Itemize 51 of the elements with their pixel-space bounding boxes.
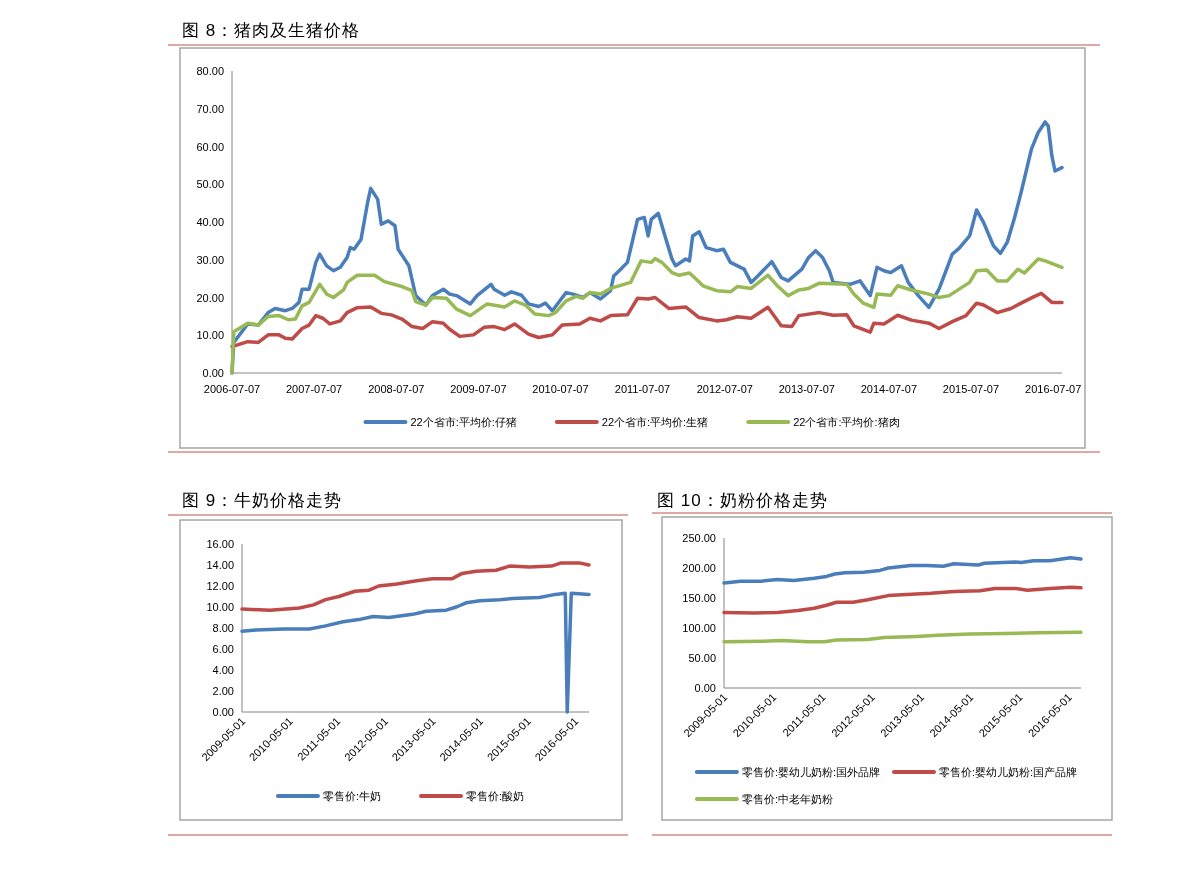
- chart-title: 图 8：猪肉及生猪价格: [182, 21, 361, 40]
- y-tick-label: 50.00: [688, 652, 716, 664]
- y-tick-label: 0.00: [694, 682, 716, 694]
- legend-label: 22个省市:平均价:生猪: [601, 416, 709, 428]
- x-tick-label: 2013-07-07: [778, 383, 835, 395]
- chart-title: 图 10：奶粉价格走势: [657, 491, 828, 510]
- y-tick-label: 70.00: [196, 102, 224, 115]
- y-tick-label: 250.00: [682, 532, 716, 544]
- legend-label: 22个省市:平均价:仔猪: [410, 416, 517, 428]
- y-tick-label: 0.00: [202, 367, 224, 379]
- x-tick-label: 2006-07-07: [203, 383, 261, 395]
- line-series: [722, 585, 1083, 615]
- y-tick-label: 12.00: [206, 580, 234, 592]
- y-tick-label: 200.00: [682, 562, 716, 574]
- line-series: [722, 630, 1083, 644]
- x-tick-label: 2012-07-07: [696, 383, 753, 395]
- legend-label: 零售价:牛奶: [322, 790, 381, 802]
- legend-label: 22个省市:平均价:猪肉: [793, 416, 900, 428]
- y-tick-label: 10.00: [206, 601, 234, 613]
- line-series: [240, 561, 591, 612]
- x-tick-label: 2007-07-07: [285, 383, 343, 395]
- x-tick-label: 2014-07-07: [860, 383, 918, 395]
- x-tick-label: 2016-07-07: [1025, 383, 1082, 395]
- y-tick-label: 80.00: [196, 65, 224, 77]
- y-tick-label: 100.00: [682, 622, 716, 634]
- legend-label: 零售价:婴幼儿奶粉:国产品牌: [939, 766, 1078, 778]
- x-tick-label: 2015-07-07: [942, 383, 1000, 395]
- x-tick-label: 2008-07-07: [368, 383, 425, 395]
- legend-label: 零售价:酸奶: [466, 790, 525, 802]
- legend-label: 零售价:中老年奶粉: [741, 793, 833, 805]
- y-tick-label: 30.00: [196, 253, 224, 266]
- y-tick-label: 60.00: [196, 140, 224, 153]
- y-tick-label: 16.00: [206, 538, 234, 550]
- x-tick-label: 2011-07-07: [614, 383, 671, 395]
- line-series: [722, 556, 1083, 585]
- line-series: [230, 291, 1064, 349]
- y-tick-label: 6.00: [212, 643, 234, 655]
- legend-label: 零售价:婴幼儿奶粉:国外品牌: [741, 766, 880, 778]
- y-tick-label: 2.00: [212, 685, 234, 697]
- chart-title: 图 9：牛奶价格走势: [182, 491, 343, 510]
- y-tick-label: 8.00: [212, 622, 234, 634]
- y-tick-label: 40.00: [196, 216, 224, 228]
- x-tick-label: 2010-07-07: [532, 383, 589, 395]
- y-tick-label: 14.00: [206, 559, 234, 571]
- x-tick-label: 2009-07-07: [450, 383, 507, 395]
- y-tick-label: 10.00: [196, 329, 224, 342]
- y-tick-label: 0.00: [212, 706, 234, 718]
- y-tick-label: 20.00: [196, 291, 224, 304]
- y-tick-label: 50.00: [196, 178, 224, 191]
- y-tick-label: 150.00: [682, 592, 716, 604]
- y-tick-label: 4.00: [212, 664, 234, 676]
